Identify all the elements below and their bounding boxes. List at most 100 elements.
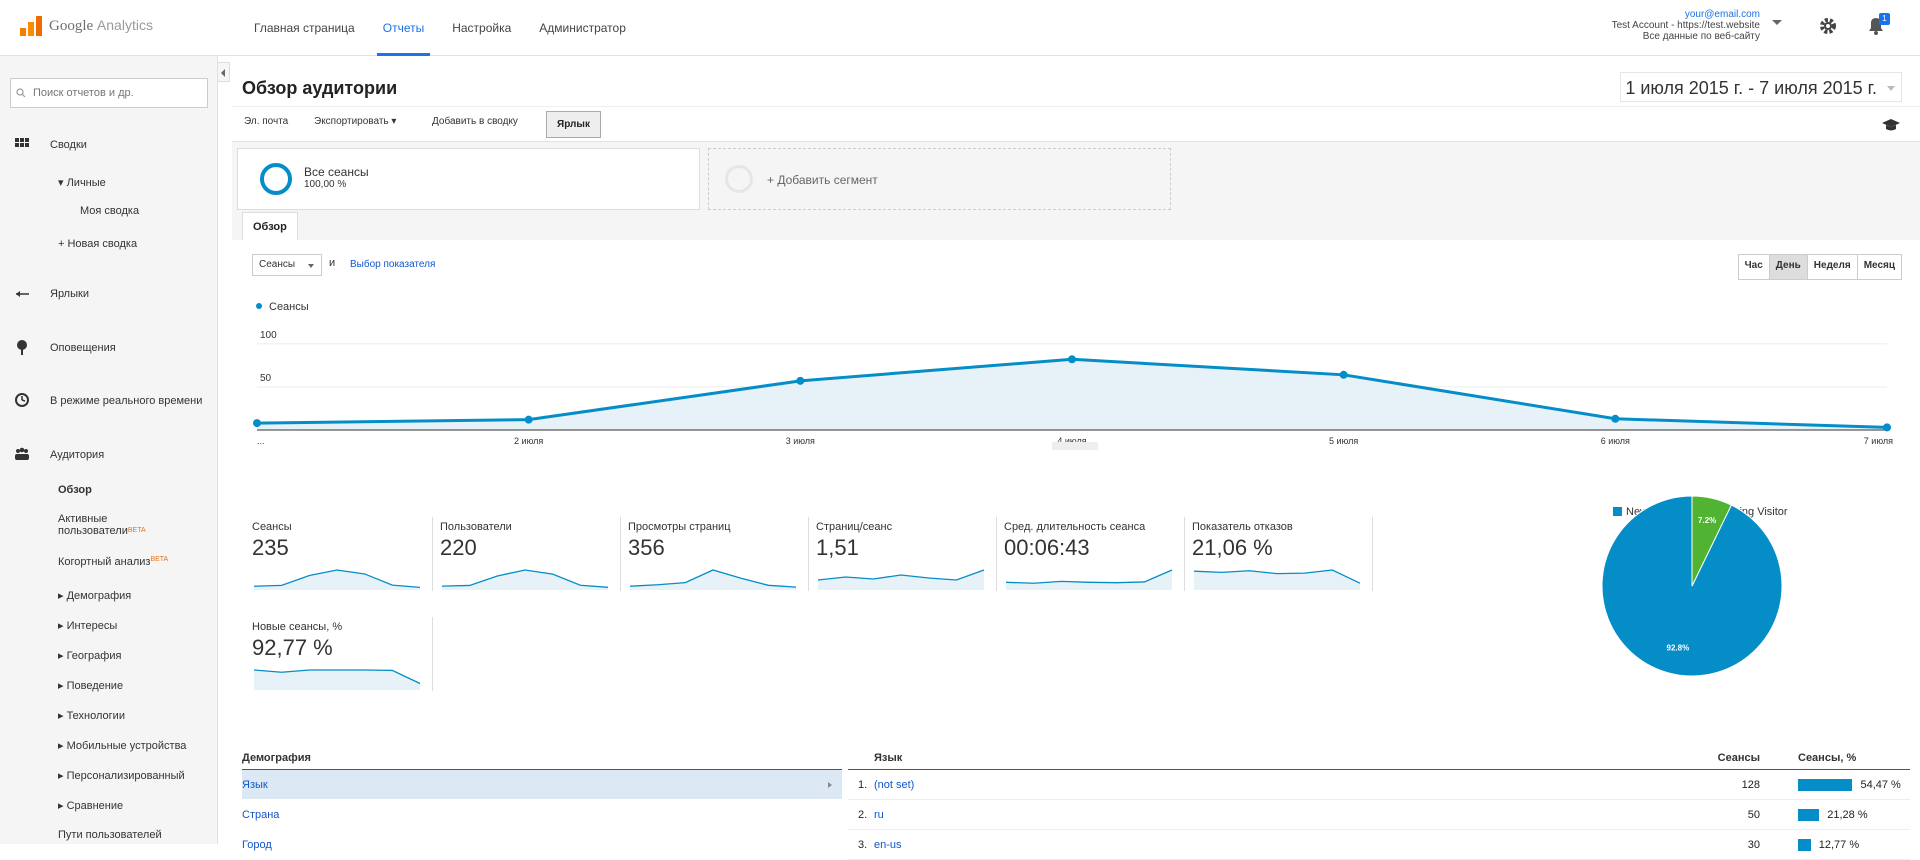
sidebar-item-audience[interactable]: Аудитория bbox=[50, 449, 105, 461]
sidebar-item-alerts[interactable]: Оповещения bbox=[50, 342, 116, 354]
kpi-divider bbox=[620, 517, 621, 591]
demographics-row-country[interactable]: Страна bbox=[242, 800, 842, 830]
chart-resize-handle[interactable] bbox=[1052, 442, 1098, 450]
add-segment-button[interactable]: + Добавить сегмент bbox=[708, 148, 1171, 210]
language-rows: 1. (not set) 128 54,47 % 2. ru 50 21,28 % 3. en-u… bbox=[848, 770, 1910, 860]
shortcut-button[interactable]: Ярлык bbox=[546, 111, 601, 138]
account-switcher[interactable]: your@email.com Test Account - https://te… bbox=[1612, 9, 1760, 42]
sidebar-item-my-dashboard[interactable]: Моя сводка bbox=[80, 205, 140, 217]
date-range-picker[interactable]: 1 июля 2015 г. - 7 июля 2015 г. bbox=[1620, 72, 1902, 102]
sparkline-line bbox=[629, 569, 797, 588]
choose-metric-link[interactable]: Выбор показателя bbox=[350, 259, 436, 270]
visitor-pie-chart: 92.8% 7.2% bbox=[1601, 495, 1783, 677]
google-analytics-logo[interactable]: Google Analytics bbox=[20, 16, 153, 36]
segment-all-sessions[interactable]: Все сеансы 100,00 % bbox=[237, 148, 700, 210]
row-number: 1. bbox=[858, 779, 868, 791]
sidebar-item-cohort[interactable]: Когортный анализBETA bbox=[58, 556, 168, 568]
sidebar-item-user-flow[interactable]: Пути пользователей bbox=[58, 829, 162, 841]
sidebar-item-demographics[interactable]: ▸ Демография bbox=[58, 590, 132, 602]
sidebar-item-active-users[interactable]: Активные пользователиBETA bbox=[58, 513, 168, 537]
kpi-sparkline bbox=[253, 669, 421, 690]
sidebar-item-technology-label: Технологии bbox=[66, 710, 125, 722]
data-point[interactable] bbox=[253, 419, 261, 428]
data-point[interactable] bbox=[796, 376, 805, 385]
col-sessions[interactable]: Сеансы bbox=[1717, 752, 1760, 764]
pie-slice-label: 92.8% bbox=[1667, 643, 1690, 652]
analytics-logo-icon bbox=[20, 16, 44, 36]
sidebar-item-shortcuts[interactable]: Ярлыки bbox=[50, 288, 89, 300]
chevron-down-icon[interactable] bbox=[1772, 20, 1782, 25]
kpi-divider bbox=[432, 617, 433, 691]
sidebar-item-geo[interactable]: ▸ География bbox=[58, 650, 122, 662]
graduation-cap-icon[interactable] bbox=[1882, 119, 1900, 131]
granularity-week[interactable]: Неделя bbox=[1807, 255, 1858, 279]
kpi-card[interactable]: Сеансы 235 bbox=[252, 521, 432, 601]
add-to-dashboard-button[interactable]: Добавить в сводку bbox=[432, 116, 518, 127]
sidebar-item-new-dashboard[interactable]: + Новая сводка bbox=[58, 238, 138, 250]
language-link[interactable]: en-us bbox=[874, 839, 902, 851]
kpi-value: 92,77 % bbox=[252, 635, 333, 660]
metric-select[interactable]: Сеансы bbox=[252, 254, 322, 276]
demographics-link[interactable]: Страна bbox=[242, 809, 280, 821]
kpi-divider bbox=[1184, 517, 1185, 591]
sidebar-item-overview[interactable]: Обзор bbox=[58, 484, 92, 496]
gear-icon[interactable] bbox=[1818, 16, 1838, 36]
kpi-card[interactable]: Показатель отказов 21,06 % bbox=[1192, 521, 1372, 601]
kpi-label: Сеансы bbox=[252, 521, 292, 533]
kpi-label: Страниц/сеанс bbox=[816, 521, 893, 533]
notifications-bell[interactable]: 1 bbox=[1864, 13, 1890, 37]
email-button[interactable]: Эл. почта bbox=[244, 116, 289, 127]
sidebar-item-realtime[interactable]: В режиме реального времени bbox=[50, 395, 203, 407]
kpi-value: 235 bbox=[252, 535, 289, 560]
dashboards-grid-icon bbox=[15, 138, 29, 147]
col-sessions-pct[interactable]: Сеансы, % bbox=[1798, 752, 1857, 764]
table-row[interactable]: 3. en-us 30 12,77 % bbox=[848, 830, 1910, 860]
data-point[interactable] bbox=[524, 415, 533, 424]
language-link[interactable]: ru bbox=[874, 809, 884, 821]
data-point[interactable] bbox=[1068, 355, 1076, 364]
data-point[interactable] bbox=[1883, 423, 1891, 432]
table-row[interactable]: 1. (not set) 128 54,47 % bbox=[848, 770, 1910, 800]
tab-home[interactable]: Главная страница bbox=[254, 21, 355, 35]
notification-badge: 1 bbox=[1879, 13, 1890, 25]
sidebar-item-compare[interactable]: ▸ Сравнение bbox=[58, 800, 124, 812]
account-property: Test Account - https://test.website bbox=[1611, 20, 1760, 31]
search-input[interactable] bbox=[10, 78, 208, 108]
sidebar-item-behavior[interactable]: ▸ Поведение bbox=[58, 680, 124, 692]
data-point[interactable] bbox=[1339, 370, 1348, 379]
table-row[interactable]: 2. ru 50 21,28 % bbox=[848, 800, 1910, 830]
pie-slice[interactable] bbox=[1691, 495, 1733, 587]
granularity-hour[interactable]: Час bbox=[1738, 255, 1770, 279]
sidebar-item-active-users-label: Активные пользователи bbox=[58, 513, 128, 537]
sidebar-item-technology[interactable]: ▸ Технологии bbox=[58, 710, 125, 722]
sidebar-item-personal[interactable]: ▾ Личные bbox=[58, 177, 106, 189]
kpi-card[interactable]: Просмотры страниц 356 bbox=[628, 521, 808, 601]
sidebar-collapse-button[interactable] bbox=[218, 62, 230, 82]
legend-series-name: Сеансы bbox=[269, 301, 309, 313]
sparkline-area bbox=[442, 570, 608, 590]
sidebar-item-custom[interactable]: ▸ Персонализированный bbox=[58, 770, 185, 782]
sidebar-item-interests[interactable]: ▸ Интересы bbox=[58, 620, 118, 632]
export-button[interactable]: Экспортировать ▾ bbox=[314, 116, 397, 127]
kpi-sparkline bbox=[253, 569, 421, 590]
demographics-row-city[interactable]: Город bbox=[242, 830, 842, 860]
demographics-link[interactable]: Язык bbox=[242, 779, 268, 791]
granularity-day[interactable]: День bbox=[1769, 255, 1808, 279]
demographics-row-language[interactable]: Язык bbox=[242, 770, 842, 800]
pie-slice-label: 7.2% bbox=[1698, 516, 1716, 525]
sidebar-item-mobile[interactable]: ▸ Мобильные устройства bbox=[58, 740, 187, 752]
kpi-card[interactable]: Новые сеансы, % 92,77 % bbox=[252, 621, 432, 701]
demographics-link[interactable]: Город bbox=[242, 839, 272, 851]
granularity-month[interactable]: Месяц bbox=[1857, 255, 1901, 279]
tab-setup[interactable]: Настройка bbox=[452, 21, 512, 35]
kpi-card[interactable]: Пользователи 220 bbox=[440, 521, 620, 601]
kpi-card[interactable]: Страниц/сеанс 1,51 bbox=[816, 521, 996, 601]
tab-overview[interactable]: Обзор bbox=[242, 212, 298, 240]
sidebar-item-dashboards[interactable]: Сводки bbox=[50, 139, 87, 151]
tab-admin[interactable]: Администратор bbox=[539, 21, 626, 35]
language-link[interactable]: (not set) bbox=[874, 779, 915, 791]
data-point[interactable] bbox=[1611, 414, 1620, 423]
kpi-value: 220 bbox=[440, 535, 477, 560]
tab-reports[interactable]: Отчеты bbox=[369, 0, 438, 56]
kpi-card[interactable]: Сред. длительность сеанса 00:06:43 bbox=[1004, 521, 1184, 601]
